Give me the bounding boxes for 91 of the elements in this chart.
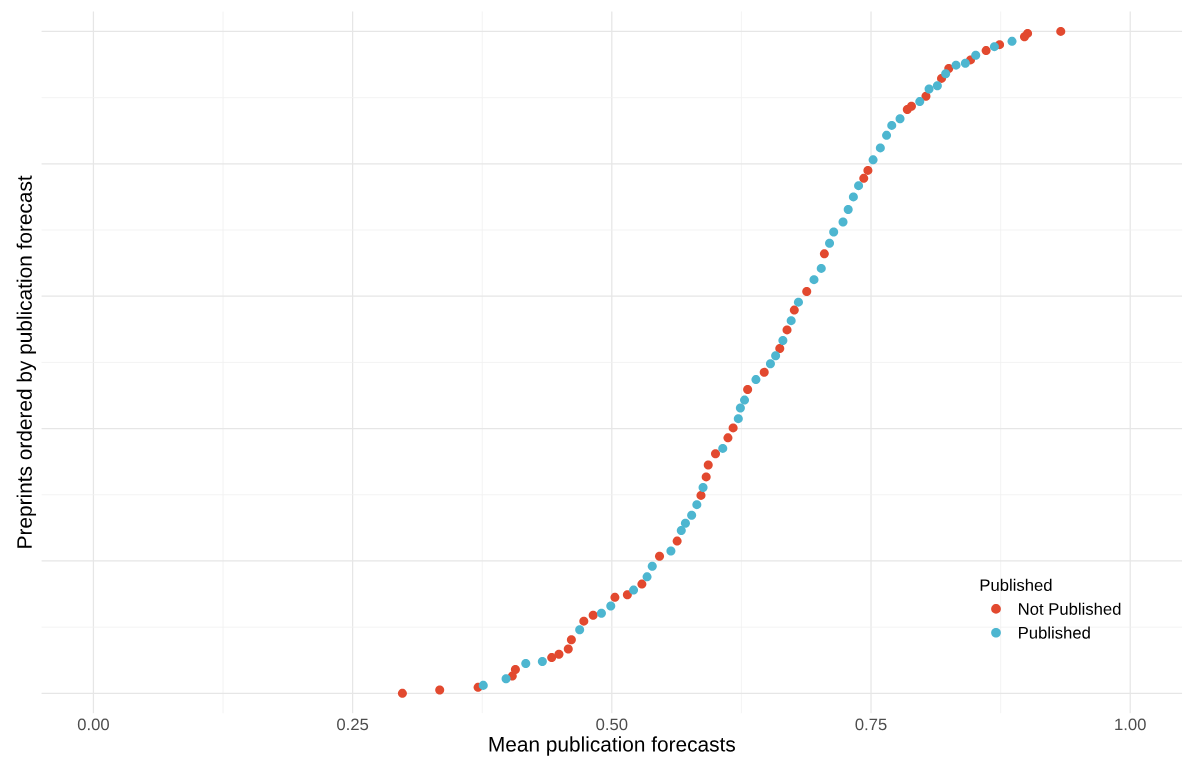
point [696, 490, 706, 500]
x-tick-label: 0.00 [77, 718, 109, 731]
point [789, 305, 799, 315]
point [563, 644, 573, 654]
point [698, 482, 708, 492]
point [735, 403, 745, 413]
point [854, 181, 864, 191]
point [838, 217, 848, 227]
point [703, 460, 713, 470]
x-tick-label: 0.25 [337, 718, 369, 731]
point [692, 500, 702, 510]
point [863, 165, 873, 175]
x-axis-title: Mean publication forecasts [489, 736, 735, 756]
point [786, 316, 796, 326]
point [521, 659, 531, 669]
point [802, 287, 812, 297]
point [728, 423, 738, 433]
point [637, 579, 647, 589]
point [971, 50, 981, 60]
point [782, 325, 792, 335]
point [478, 680, 488, 690]
point [882, 130, 892, 140]
point [606, 601, 616, 611]
point [887, 120, 897, 130]
x-tick-label: 0.75 [855, 718, 887, 731]
point [672, 536, 682, 546]
point [676, 525, 686, 535]
point [981, 46, 991, 56]
point [687, 510, 697, 520]
point [829, 227, 839, 237]
legend-label: Published [1019, 626, 1090, 639]
legend-label: Not Published [1019, 602, 1121, 615]
point [895, 114, 905, 124]
point [819, 249, 829, 259]
point [989, 42, 999, 52]
point [843, 204, 853, 214]
point [733, 414, 743, 424]
point [868, 155, 878, 165]
point [566, 635, 576, 645]
point [501, 674, 511, 684]
point [701, 472, 711, 482]
point [579, 616, 589, 626]
point [711, 449, 720, 459]
point [723, 433, 733, 443]
point [554, 649, 564, 659]
point [859, 173, 869, 183]
point [1007, 36, 1017, 46]
y-axis-title: Preprints ordered by publication forecast [16, 175, 37, 548]
point [924, 84, 934, 94]
point [960, 58, 970, 68]
point [848, 192, 858, 202]
point [875, 143, 885, 153]
point [778, 336, 788, 346]
point [642, 572, 652, 582]
point [629, 585, 639, 595]
point [951, 60, 961, 70]
point [1056, 26, 1066, 36]
point [537, 657, 547, 667]
point [588, 610, 598, 620]
point [610, 592, 620, 602]
point [941, 69, 951, 79]
point [596, 608, 606, 618]
point [906, 101, 916, 111]
point [435, 685, 445, 695]
point [775, 343, 785, 353]
point [397, 688, 407, 698]
point [825, 238, 835, 248]
x-tick-label: 1.00 [1115, 718, 1146, 731]
point [647, 561, 657, 571]
legend-title: Published [980, 578, 1052, 592]
point [816, 263, 826, 273]
point [622, 590, 632, 600]
point [666, 546, 676, 556]
point [1023, 28, 1033, 38]
point [751, 375, 761, 385]
point [809, 275, 819, 285]
point [765, 359, 775, 369]
point [932, 81, 942, 91]
point [575, 625, 585, 635]
point [680, 518, 690, 528]
point [655, 551, 665, 561]
point [793, 297, 803, 307]
point [510, 664, 520, 674]
point [718, 443, 728, 453]
point [915, 97, 925, 107]
point [759, 367, 769, 377]
point [547, 653, 557, 663]
point [771, 351, 781, 361]
point [740, 395, 750, 405]
x-tick-label: 0.50 [596, 718, 628, 731]
point [743, 385, 753, 395]
